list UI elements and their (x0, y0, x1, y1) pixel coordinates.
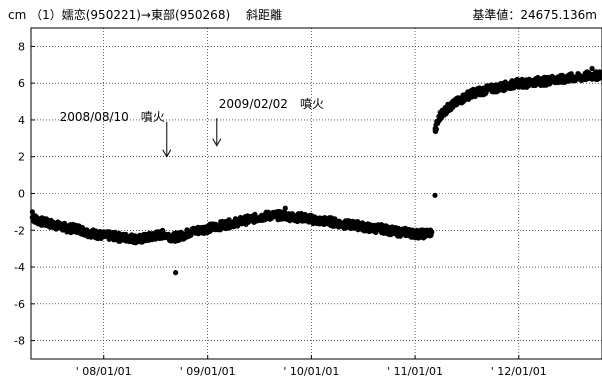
x-tick-label: ' 10/01/01 (283, 365, 339, 378)
y-tick-label: 6 (18, 77, 25, 90)
annotation-arrow-head (212, 138, 222, 147)
grid-layer (31, 28, 602, 359)
chart-title-left: cm （1）嬬恋(950221)→東部(950268) 斜距離 (8, 7, 282, 22)
y-tick-label: -2 (14, 224, 25, 237)
x-tick-label: ' 09/01/01 (180, 365, 236, 378)
y-tick-label: 0 (18, 188, 25, 201)
data-point (282, 205, 288, 211)
x-tick-label: ' 12/01/01 (491, 365, 547, 378)
chart-title-right: 基準値：24675.136m (472, 7, 597, 22)
y-tick-label: -6 (14, 298, 25, 311)
x-tick-labels: ' 08/01/01 ' 09/01/01 ' 10/01/01 ' 11/01/01… (76, 365, 547, 378)
annotation-label: 2008/08/10 噴火 (60, 110, 165, 124)
y-tick-label: -8 (14, 335, 25, 348)
data-points (29, 65, 602, 276)
data-point (184, 227, 190, 233)
annotation-label: 2009/02/02 噴火 (219, 97, 324, 111)
y-tick-labels: 8 6 4 2 0 -2 -4 -6 -8 (14, 40, 25, 347)
data-point (597, 69, 602, 75)
data-point (428, 230, 434, 236)
data-point (432, 192, 438, 198)
data-point (597, 75, 602, 81)
y-tick-label: -4 (14, 261, 25, 274)
data-point (433, 126, 439, 132)
data-point (589, 65, 595, 72)
y-tick-label: 4 (18, 114, 25, 127)
plot-frame (30, 27, 602, 360)
x-tick-label: ' 08/01/01 (76, 365, 132, 378)
y-tick-label: 2 (18, 151, 25, 164)
annotation-arrow-head (162, 149, 172, 158)
annotations: 2008/08/10 噴火 2009/02/02 噴火 (60, 97, 324, 158)
data-point (173, 270, 179, 276)
data-point (252, 211, 258, 217)
x-tick-label: ' 11/01/01 (387, 365, 443, 378)
y-tick-label: 8 (18, 40, 25, 53)
